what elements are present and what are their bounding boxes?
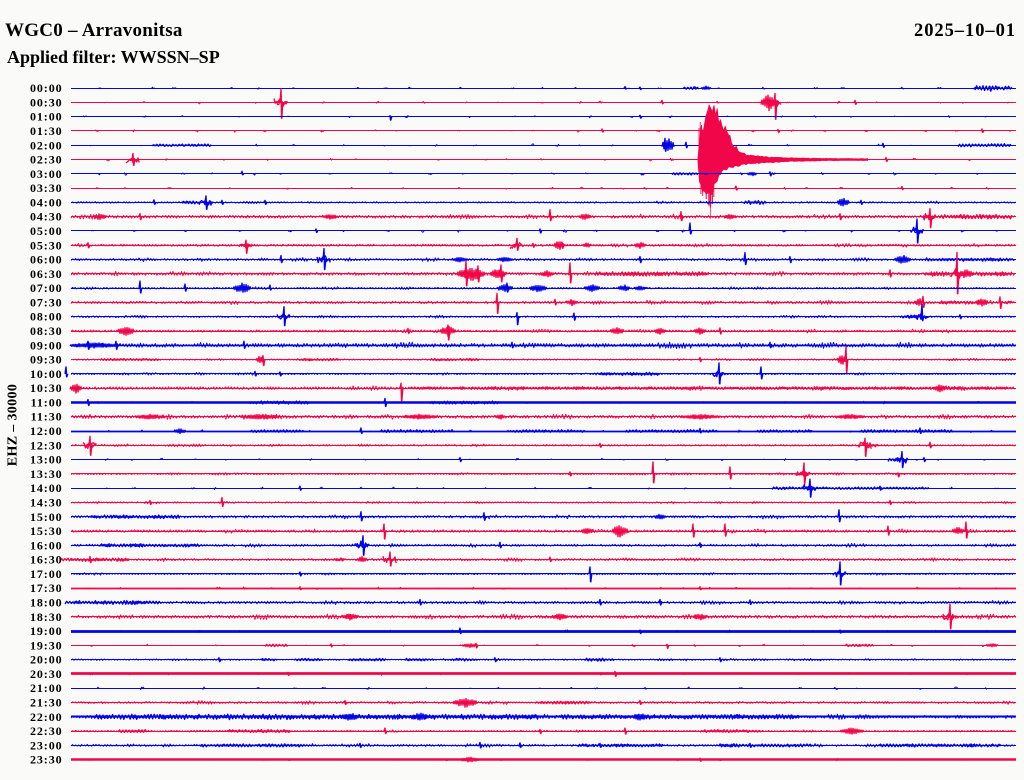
- svg-text:14:00: 14:00: [30, 481, 63, 495]
- svg-text:00:00: 00:00: [30, 81, 63, 95]
- svg-text:03:00: 03:00: [30, 167, 63, 181]
- svg-text:18:30: 18:30: [30, 610, 63, 624]
- svg-text:17:00: 17:00: [30, 567, 63, 581]
- svg-text:22:30: 22:30: [30, 724, 63, 738]
- svg-text:20:00: 20:00: [30, 653, 63, 667]
- svg-text:10:00: 10:00: [30, 367, 63, 381]
- svg-text:15:30: 15:30: [30, 524, 63, 538]
- svg-text:16:30: 16:30: [30, 553, 63, 567]
- svg-text:12:30: 12:30: [30, 438, 63, 452]
- svg-text:18:00: 18:00: [30, 596, 63, 610]
- svg-text:22:00: 22:00: [30, 710, 63, 724]
- svg-text:21:00: 21:00: [30, 681, 63, 695]
- svg-text:11:00: 11:00: [31, 396, 63, 410]
- svg-text:00:30: 00:30: [30, 95, 63, 109]
- svg-text:13:00: 13:00: [30, 453, 63, 467]
- svg-text:10:30: 10:30: [30, 381, 63, 395]
- svg-text:06:30: 06:30: [30, 267, 63, 281]
- svg-text:14:30: 14:30: [30, 496, 63, 510]
- svg-text:17:30: 17:30: [30, 581, 63, 595]
- svg-text:16:00: 16:00: [30, 538, 63, 552]
- svg-text:01:30: 01:30: [30, 124, 63, 138]
- svg-text:03:30: 03:30: [30, 181, 63, 195]
- svg-text:08:30: 08:30: [30, 324, 63, 338]
- svg-text:04:30: 04:30: [30, 210, 63, 224]
- svg-text:05:30: 05:30: [30, 238, 63, 252]
- svg-text:19:00: 19:00: [30, 624, 63, 638]
- svg-text:04:00: 04:00: [30, 195, 63, 209]
- svg-text:19:30: 19:30: [30, 638, 63, 652]
- svg-text:09:30: 09:30: [30, 353, 63, 367]
- svg-text:09:00: 09:00: [30, 338, 63, 352]
- svg-text:01:00: 01:00: [30, 110, 63, 124]
- svg-text:07:00: 07:00: [30, 281, 63, 295]
- svg-text:02:00: 02:00: [30, 138, 63, 152]
- svg-text:23:30: 23:30: [30, 753, 63, 767]
- svg-text:20:30: 20:30: [30, 667, 63, 681]
- svg-text:02:30: 02:30: [30, 153, 63, 167]
- svg-text:13:30: 13:30: [30, 467, 63, 481]
- svg-text:08:00: 08:00: [30, 310, 63, 324]
- svg-text:21:30: 21:30: [30, 696, 63, 710]
- svg-text:EHZ – 30000: EHZ – 30000: [6, 384, 21, 466]
- svg-text:06:00: 06:00: [30, 253, 63, 267]
- svg-text:12:00: 12:00: [30, 424, 63, 438]
- svg-text:11:30: 11:30: [31, 410, 63, 424]
- svg-text:15:00: 15:00: [30, 510, 63, 524]
- svg-text:05:00: 05:00: [30, 224, 63, 238]
- svg-text:07:30: 07:30: [30, 295, 63, 309]
- svg-text:23:00: 23:00: [30, 738, 63, 752]
